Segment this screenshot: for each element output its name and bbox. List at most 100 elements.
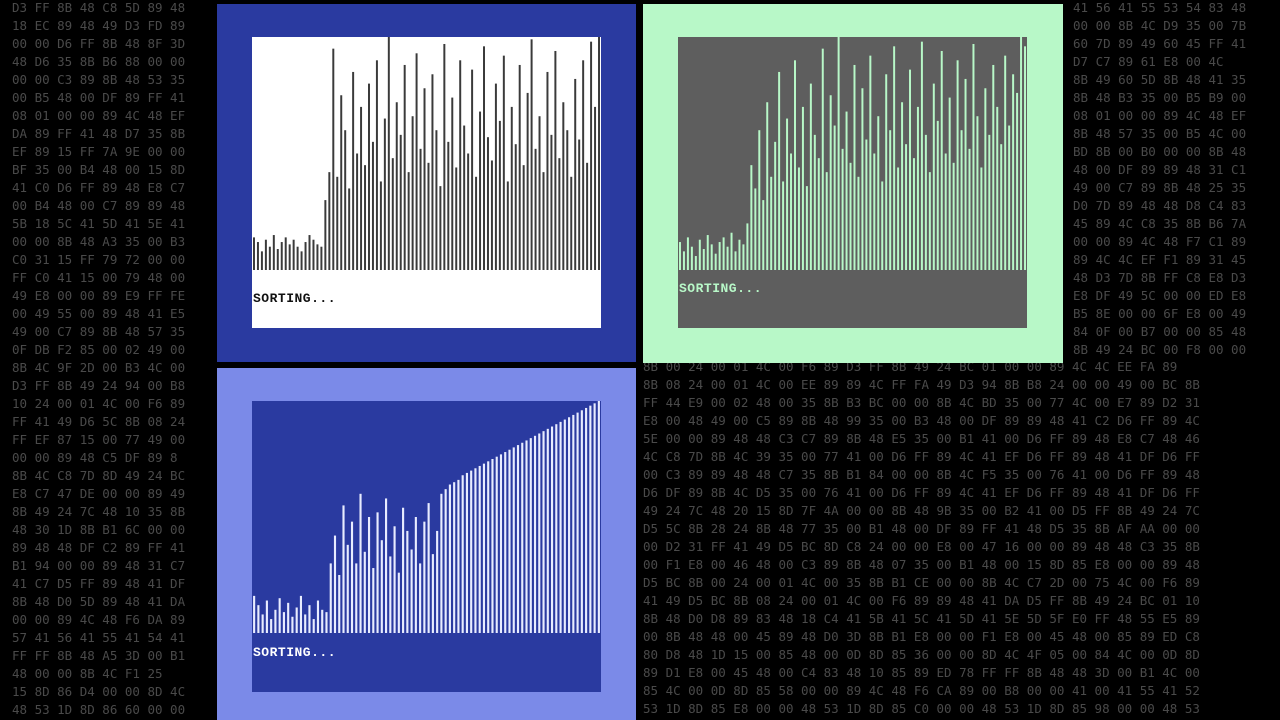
bar bbox=[395, 102, 398, 270]
bar bbox=[710, 244, 713, 270]
bar bbox=[554, 50, 557, 270]
bar bbox=[338, 575, 341, 633]
hex-dump-right-top: 41 56 41 55 53 54 83 48 00 00 8B 4C D9 35… bbox=[1073, 0, 1246, 359]
bar bbox=[280, 242, 283, 270]
bar bbox=[805, 186, 808, 270]
bar bbox=[321, 609, 324, 633]
bar bbox=[1016, 92, 1019, 270]
bar bbox=[414, 517, 417, 633]
status-text: SORTING... bbox=[253, 291, 337, 306]
hex-line: 48 00 DF 89 89 48 31 C1 bbox=[1073, 162, 1247, 177]
bar bbox=[706, 235, 709, 270]
hex-line: E8 C7 47 DE 00 00 89 49 bbox=[12, 486, 186, 501]
bar bbox=[440, 493, 443, 633]
bar bbox=[593, 403, 596, 633]
bar bbox=[479, 111, 482, 270]
bar bbox=[506, 181, 509, 270]
bar bbox=[350, 521, 354, 633]
bar bbox=[499, 454, 503, 633]
bar bbox=[299, 595, 303, 633]
bar bbox=[368, 83, 370, 270]
bar bbox=[431, 554, 434, 633]
bars bbox=[253, 401, 600, 633]
bar bbox=[956, 60, 959, 270]
bar bbox=[861, 88, 864, 270]
bar bbox=[928, 172, 931, 270]
bar bbox=[825, 172, 828, 270]
bar bbox=[352, 71, 355, 270]
hex-line: 53 1D 8D 85 E8 00 00 48 53 1D 8D 85 C0 0… bbox=[643, 701, 1200, 716]
bar bbox=[589, 405, 592, 633]
hex-line: 89 D1 E8 00 45 48 00 C4 83 48 10 85 89 E… bbox=[643, 665, 1200, 680]
bar bbox=[340, 95, 343, 270]
hex-line: 89 4C 4C EF F1 89 31 45 bbox=[1073, 252, 1247, 267]
bar bbox=[459, 60, 462, 270]
bar bbox=[694, 256, 697, 270]
bar bbox=[261, 614, 264, 633]
bar bbox=[817, 158, 820, 270]
bar bbox=[399, 134, 402, 270]
hex-dump-left: D3 FF 8B 48 C8 5D 89 48 18 EC 89 48 49 D3… bbox=[12, 0, 185, 719]
bar bbox=[344, 130, 347, 270]
hex-line: 00 00 89 4C 48 F7 C1 89 bbox=[1073, 234, 1247, 249]
bar bbox=[698, 239, 701, 270]
bar bbox=[580, 410, 583, 633]
bar bbox=[678, 242, 681, 270]
hex-line: 00 00 8B 48 A3 35 00 B3 bbox=[12, 234, 186, 249]
sort-panel: SORTING... bbox=[217, 368, 636, 720]
hex-line: FF C0 41 15 00 79 48 00 bbox=[12, 270, 186, 285]
bar bbox=[897, 167, 900, 270]
bar bbox=[483, 46, 485, 270]
bar bbox=[512, 447, 515, 633]
bar bbox=[292, 239, 295, 270]
hex-line: 41 49 D5 BC 8B 08 24 00 01 4C 00 F6 89 8… bbox=[643, 593, 1200, 608]
bar bbox=[486, 137, 489, 270]
hex-line: 08 01 00 00 89 4C 48 EF bbox=[12, 108, 186, 123]
bar bbox=[410, 549, 413, 633]
hex-line: DA 89 FF 41 48 D7 35 8B bbox=[12, 126, 186, 141]
bar bbox=[475, 176, 478, 270]
hex-line: D0 7D 89 48 48 D8 C4 83 bbox=[1073, 198, 1247, 213]
bar bbox=[308, 605, 311, 633]
bar bbox=[371, 141, 374, 270]
bar bbox=[542, 172, 545, 270]
bar bbox=[948, 97, 951, 270]
hex-line: FF 41 49 D6 5C 8B 08 24 bbox=[12, 414, 186, 429]
bar bbox=[857, 176, 860, 270]
bar bbox=[284, 237, 287, 270]
hex-line: 00 00 89 4C 48 F6 DA 89 bbox=[12, 612, 186, 627]
bar bbox=[498, 120, 501, 270]
bar bbox=[411, 116, 414, 270]
hex-line: 8B 49 24 7C 48 10 35 8B bbox=[12, 504, 186, 519]
bar bbox=[312, 619, 315, 633]
hex-line: 18 EC 89 48 49 D3 FD 89 bbox=[12, 18, 186, 33]
bar bbox=[402, 507, 405, 633]
bar bbox=[590, 41, 593, 270]
bar bbox=[295, 607, 298, 633]
bar bbox=[257, 605, 260, 633]
bar bbox=[316, 600, 320, 633]
bar bbox=[360, 106, 363, 270]
hex-line: D3 FF 8B 48 C8 5D 89 48 bbox=[12, 0, 186, 15]
bar bbox=[912, 158, 915, 270]
bar bbox=[924, 134, 927, 270]
bar bbox=[968, 148, 971, 270]
hex-line: 48 D3 7D 8B FF C8 E8 D3 bbox=[1073, 270, 1247, 285]
bar bbox=[853, 64, 856, 270]
hex-line: 10 24 00 01 4C 00 F6 89 bbox=[12, 396, 186, 411]
hex-line: 8B 49 60 5D 8B 48 41 35 bbox=[1073, 72, 1247, 87]
bar bbox=[714, 253, 717, 270]
bar bbox=[383, 118, 386, 270]
hex-line: 8B 4C 9F 2D 00 B3 4C 00 bbox=[12, 360, 186, 375]
hex-line: D6 DF 89 8B 4C D5 35 00 76 41 00 D6 FF 8… bbox=[643, 485, 1200, 500]
bar bbox=[996, 106, 999, 270]
bar bbox=[538, 116, 541, 270]
bar bbox=[397, 572, 400, 633]
bar bbox=[750, 165, 753, 270]
bar bbox=[909, 69, 911, 270]
bar bbox=[457, 479, 460, 633]
bar bbox=[265, 600, 268, 633]
bar bbox=[762, 200, 765, 270]
bar bbox=[427, 503, 430, 633]
bar bbox=[988, 134, 991, 270]
